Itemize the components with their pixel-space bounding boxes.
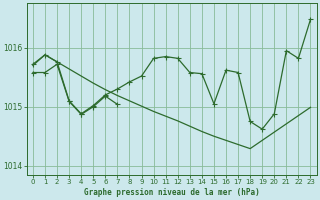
X-axis label: Graphe pression niveau de la mer (hPa): Graphe pression niveau de la mer (hPa) [84,188,260,197]
